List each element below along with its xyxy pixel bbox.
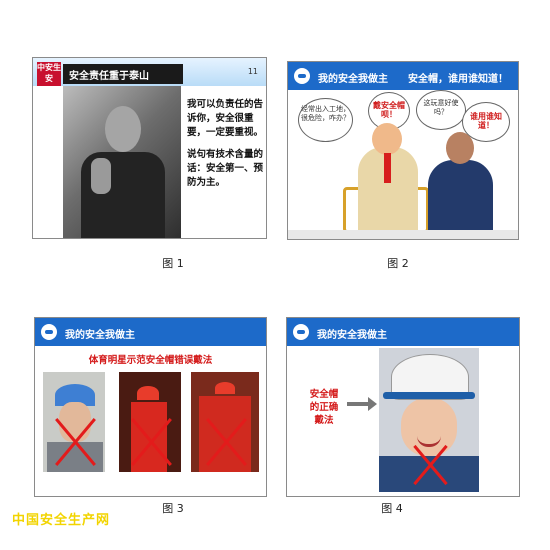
title-bar xyxy=(63,64,183,84)
figure-caption: 图 4 xyxy=(381,502,403,515)
helmet xyxy=(215,382,235,394)
cross-mark-icon xyxy=(125,412,175,472)
slide-title: 安全责任重于泰山 xyxy=(69,71,149,82)
figure-caption: 图 2 xyxy=(387,257,409,270)
speech-bubble: 谁用谁知道！ xyxy=(462,102,510,142)
photo-athlete-2 xyxy=(119,372,181,472)
slide-text: 我可以负责任的告诉你，安全很重要，一定要重视。 说句有技术含量的话：安全第一、预… xyxy=(187,98,266,198)
figure-4-slide: 我的安全我做主 安全帽的正确戴法 xyxy=(286,317,520,497)
paragraph: 说句有技术含量的话：安全第一、预防为主。 xyxy=(187,149,264,188)
hand-shape xyxy=(91,158,111,194)
cross-mark-icon xyxy=(49,412,99,472)
header-icon xyxy=(293,324,309,340)
figure-3-slide: 我的安全我做主 体育明星示范安全帽错误戴法 xyxy=(34,317,267,497)
logo: 中安生安 xyxy=(37,62,61,86)
cross-mark-icon xyxy=(199,412,251,472)
helmet xyxy=(55,384,95,406)
ground xyxy=(288,230,518,239)
portrait-photo xyxy=(63,86,181,238)
photo-woman-helmet xyxy=(379,348,479,492)
arrow-right-icon xyxy=(347,397,377,411)
figure-1-slide: 中安生安 安全责任重于泰山 11 我可以负责任的告诉你，安全很重要，一定要重视。… xyxy=(32,57,267,239)
figure-2-slide: 我的安全我做主 安全帽，谁用谁知道！ 经常出入工地，很危险，咋办？ 戴安全帽呗！… xyxy=(287,61,519,240)
face xyxy=(372,123,402,155)
tie xyxy=(384,153,391,183)
person-right xyxy=(428,132,493,232)
photo-athlete-1 xyxy=(43,372,105,472)
slide-subtitle: 体育明星示范安全帽错误戴法 xyxy=(88,355,213,366)
helmet xyxy=(137,386,159,400)
paragraph: 我可以负责任的告诉你，安全很重要，一定要重视。 xyxy=(187,99,264,138)
page-number: 11 xyxy=(247,67,258,76)
slide-header: 我的安全我做主 xyxy=(287,318,519,346)
head-shape xyxy=(105,106,141,152)
check-mark-icon xyxy=(407,440,451,490)
person-left xyxy=(358,123,418,232)
slide-subtitle: 安全帽，谁用谁知道！ xyxy=(408,74,508,85)
correct-method-label: 安全帽的正确戴法 xyxy=(309,389,339,426)
figure-caption: 图 1 xyxy=(162,257,184,270)
header-icon xyxy=(294,68,310,84)
slide-title: 我的安全我做主 xyxy=(318,74,388,85)
helmet-brim xyxy=(383,392,475,399)
slide-header: 我的安全我做主 xyxy=(35,318,266,346)
photo-athlete-3 xyxy=(191,372,259,472)
slide-title: 我的安全我做主 xyxy=(65,330,135,341)
header-icon xyxy=(41,324,57,340)
speech-bubble: 这玩意好使吗？ xyxy=(416,90,466,130)
slide-header: 我的安全我做主 安全帽，谁用谁知道！ xyxy=(288,62,518,90)
slide-title: 我的安全我做主 xyxy=(317,330,387,341)
speech-bubble: 戴安全帽呗！ xyxy=(368,92,410,130)
speech-bubble: 经常出入工地，很危险，咋办？ xyxy=(298,98,353,142)
face xyxy=(446,132,474,164)
watermark: 中国安全生产网 xyxy=(12,513,111,528)
figure-caption: 图 3 xyxy=(162,502,184,515)
